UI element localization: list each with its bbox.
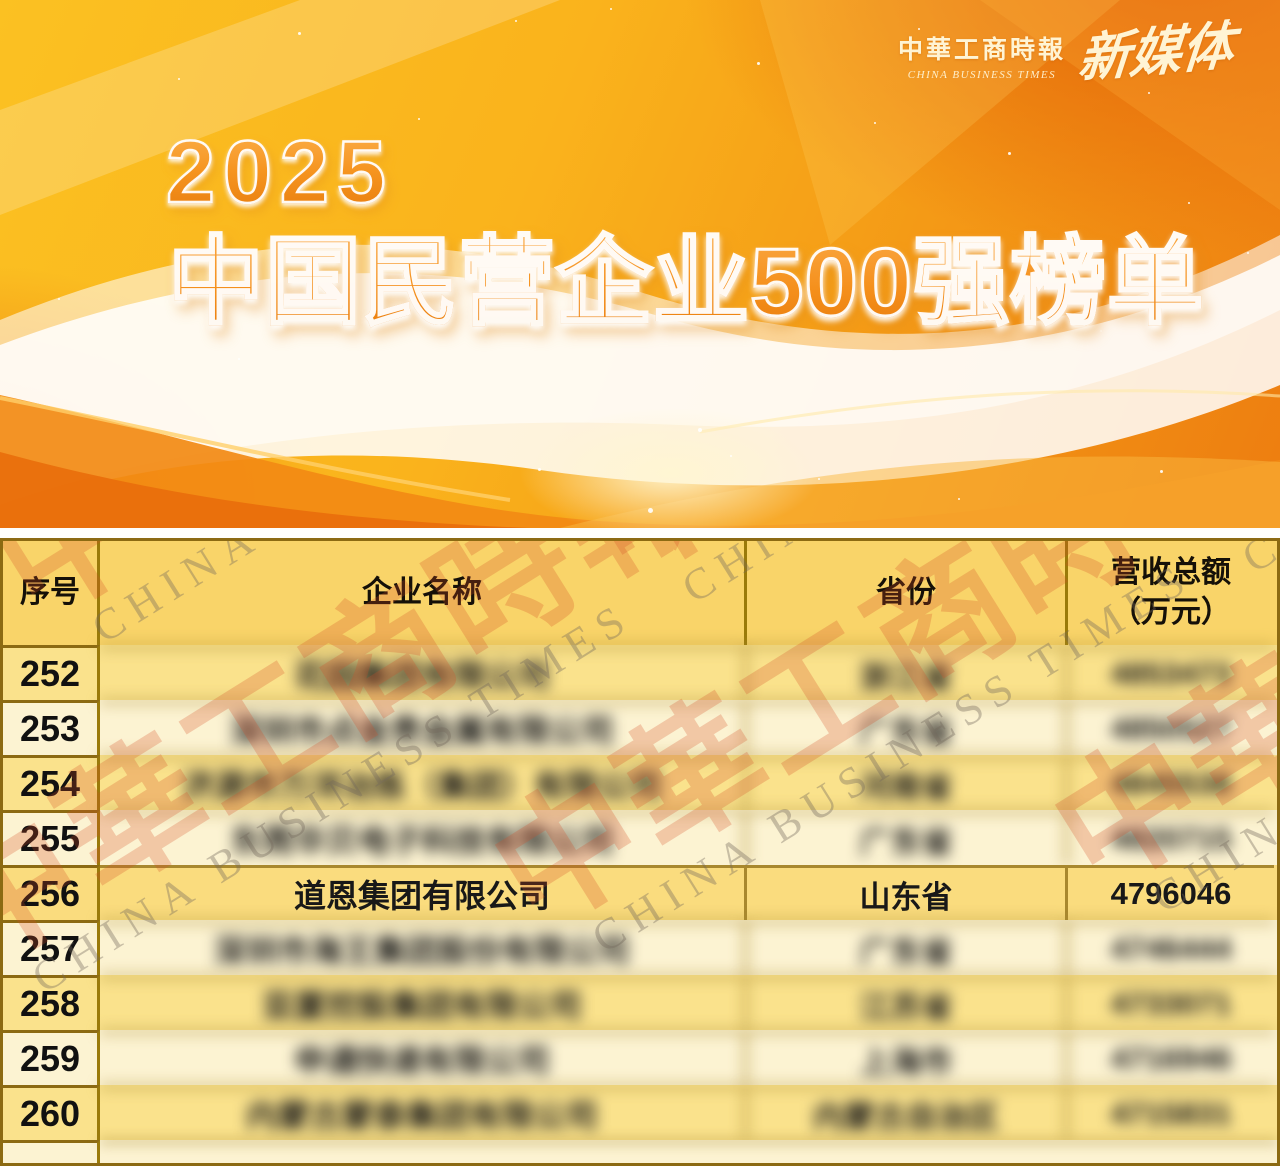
row-content: 内蒙古蒙泰集团有限公司 内蒙古自治区 4715831 bbox=[100, 1085, 1277, 1140]
table-header-row: 序号 企业名称 省份 营收总额 （万元） bbox=[3, 541, 1277, 645]
revenue-cell: 4845538 bbox=[1068, 755, 1274, 810]
logo-name-en: CHINA BUSINESS TIMES bbox=[907, 69, 1057, 81]
province-cell: 上海市 bbox=[747, 1030, 1068, 1085]
table-row: 260 内蒙古蒙泰集团有限公司 内蒙古自治区 4715831 bbox=[3, 1085, 1277, 1140]
banner-year: 2025 bbox=[165, 122, 394, 221]
header-revenue-line2: （万元） bbox=[1111, 596, 1231, 629]
revenue-cell: 4716946 bbox=[1068, 1030, 1274, 1085]
revenue-cell: 4796046 bbox=[1068, 865, 1274, 920]
row-content: 深圳市点金贵金属有限公司 广东省 4850527 bbox=[100, 700, 1277, 755]
logo-name-cn: 中華工商時報 bbox=[897, 36, 1066, 64]
company-cell: 申通快递有限公司 bbox=[100, 1030, 747, 1085]
company-cell: 东莞华贝电子科技有限公司 bbox=[100, 810, 747, 865]
revenue-cell: 4733071 bbox=[1068, 975, 1274, 1030]
row-content: 深圳市海王集团股份有限公司 广东省 4746444 bbox=[100, 920, 1277, 975]
ranking-table: 中華工商時報 CHINA BUSINESS TIMES 中華工商時報 CHINA… bbox=[0, 538, 1280, 1166]
table-body: 252 花园集团有限公司 浙江省 4853473 253 深圳市点金贵金属有限公… bbox=[3, 645, 1277, 1140]
header-revenue-line1: 营收总额 bbox=[1111, 555, 1231, 589]
rank-cell: 258 bbox=[3, 975, 100, 1030]
province-cell: 广东省 bbox=[747, 810, 1068, 865]
revenue-cell: 4746444 bbox=[1068, 920, 1274, 975]
province-cell: 河南省 bbox=[747, 755, 1068, 810]
header-company: 企业名称 bbox=[100, 541, 747, 645]
company-cell: 深圳市点金贵金属有限公司 bbox=[100, 700, 747, 755]
banner-table-divider bbox=[0, 528, 1280, 538]
revenue-cell: 4820715 bbox=[1068, 810, 1274, 865]
rank-cell: 256 bbox=[3, 865, 100, 920]
company-cell: 内蒙古蒙泰集团有限公司 bbox=[100, 1085, 747, 1140]
row-content: 道恩集团有限公司 山东省 4796046 bbox=[100, 865, 1277, 920]
rank-cell: 252 bbox=[3, 645, 100, 700]
table-row: 253 深圳市点金贵金属有限公司 广东省 4850527 bbox=[3, 700, 1277, 755]
row-content: 申通快递有限公司 上海市 4716946 bbox=[100, 1030, 1277, 1085]
province-cell: 浙江省 bbox=[747, 645, 1068, 700]
company-cell: 花园集团有限公司 bbox=[100, 645, 747, 700]
revenue-cell: 4850527 bbox=[1068, 700, 1274, 755]
header-rank: 序号 bbox=[3, 541, 100, 645]
company-cell: 深圳市海王集团股份有限公司 bbox=[100, 920, 747, 975]
company-cell: 济源市万洋冶炼（集团）有限公司 bbox=[100, 755, 747, 810]
logo-sub-brand: 新媒体 bbox=[1075, 14, 1237, 91]
banner: 2025 中国民营企业500强榜单 中華工商時報 CHINA BUSINESS … bbox=[0, 0, 1280, 528]
light-glow bbox=[520, 408, 820, 528]
rank-cell: 253 bbox=[3, 700, 100, 755]
table-row: 255 东莞华贝电子科技有限公司 广东省 4820715 bbox=[3, 810, 1277, 865]
table-row: 256 道恩集团有限公司 山东省 4796046 bbox=[3, 865, 1277, 920]
header-revenue: 营收总额 （万元） bbox=[1068, 541, 1274, 645]
company-cell: 亚厦控股集团有限公司 bbox=[100, 975, 747, 1030]
rank-cell: 257 bbox=[3, 920, 100, 975]
row-content: 亚厦控股集团有限公司 江苏省 4733071 bbox=[100, 975, 1277, 1030]
table-row: 254 济源市万洋冶炼（集团）有限公司 河南省 4845538 bbox=[3, 755, 1277, 810]
publisher-logo: 中華工商時報 CHINA BUSINESS TIMES 新媒体 bbox=[897, 15, 1237, 90]
table-row: 258 亚厦控股集团有限公司 江苏省 4733071 bbox=[3, 975, 1277, 1030]
table-row-partial bbox=[3, 1140, 1277, 1163]
rank-cell: 259 bbox=[3, 1030, 100, 1085]
banner-title: 中国民营企业500强榜单 bbox=[166, 228, 1205, 336]
province-cell: 江苏省 bbox=[747, 975, 1068, 1030]
table-row: 259 申通快递有限公司 上海市 4716946 bbox=[3, 1030, 1277, 1085]
province-cell: 广东省 bbox=[747, 700, 1068, 755]
province-cell: 广东省 bbox=[747, 920, 1068, 975]
rank-cell: 260 bbox=[3, 1085, 100, 1140]
banner-waves-graphic bbox=[0, 0, 1280, 528]
rank-cell: 255 bbox=[3, 810, 100, 865]
revenue-cell: 4853473 bbox=[1068, 645, 1274, 700]
row-content: 花园集团有限公司 浙江省 4853473 bbox=[100, 645, 1277, 700]
table-row: 257 深圳市海王集团股份有限公司 广东省 4746444 bbox=[3, 920, 1277, 975]
province-cell: 山东省 bbox=[747, 865, 1068, 920]
company-cell: 道恩集团有限公司 bbox=[100, 865, 747, 920]
row-content: 东莞华贝电子科技有限公司 广东省 4820715 bbox=[100, 810, 1277, 865]
rank-cell: 254 bbox=[3, 755, 100, 810]
row-content: 济源市万洋冶炼（集团）有限公司 河南省 4845538 bbox=[100, 755, 1277, 810]
table-row: 252 花园集团有限公司 浙江省 4853473 bbox=[3, 645, 1277, 700]
revenue-cell: 4715831 bbox=[1068, 1085, 1274, 1140]
province-cell: 内蒙古自治区 bbox=[747, 1085, 1068, 1140]
header-province: 省份 bbox=[747, 541, 1068, 645]
